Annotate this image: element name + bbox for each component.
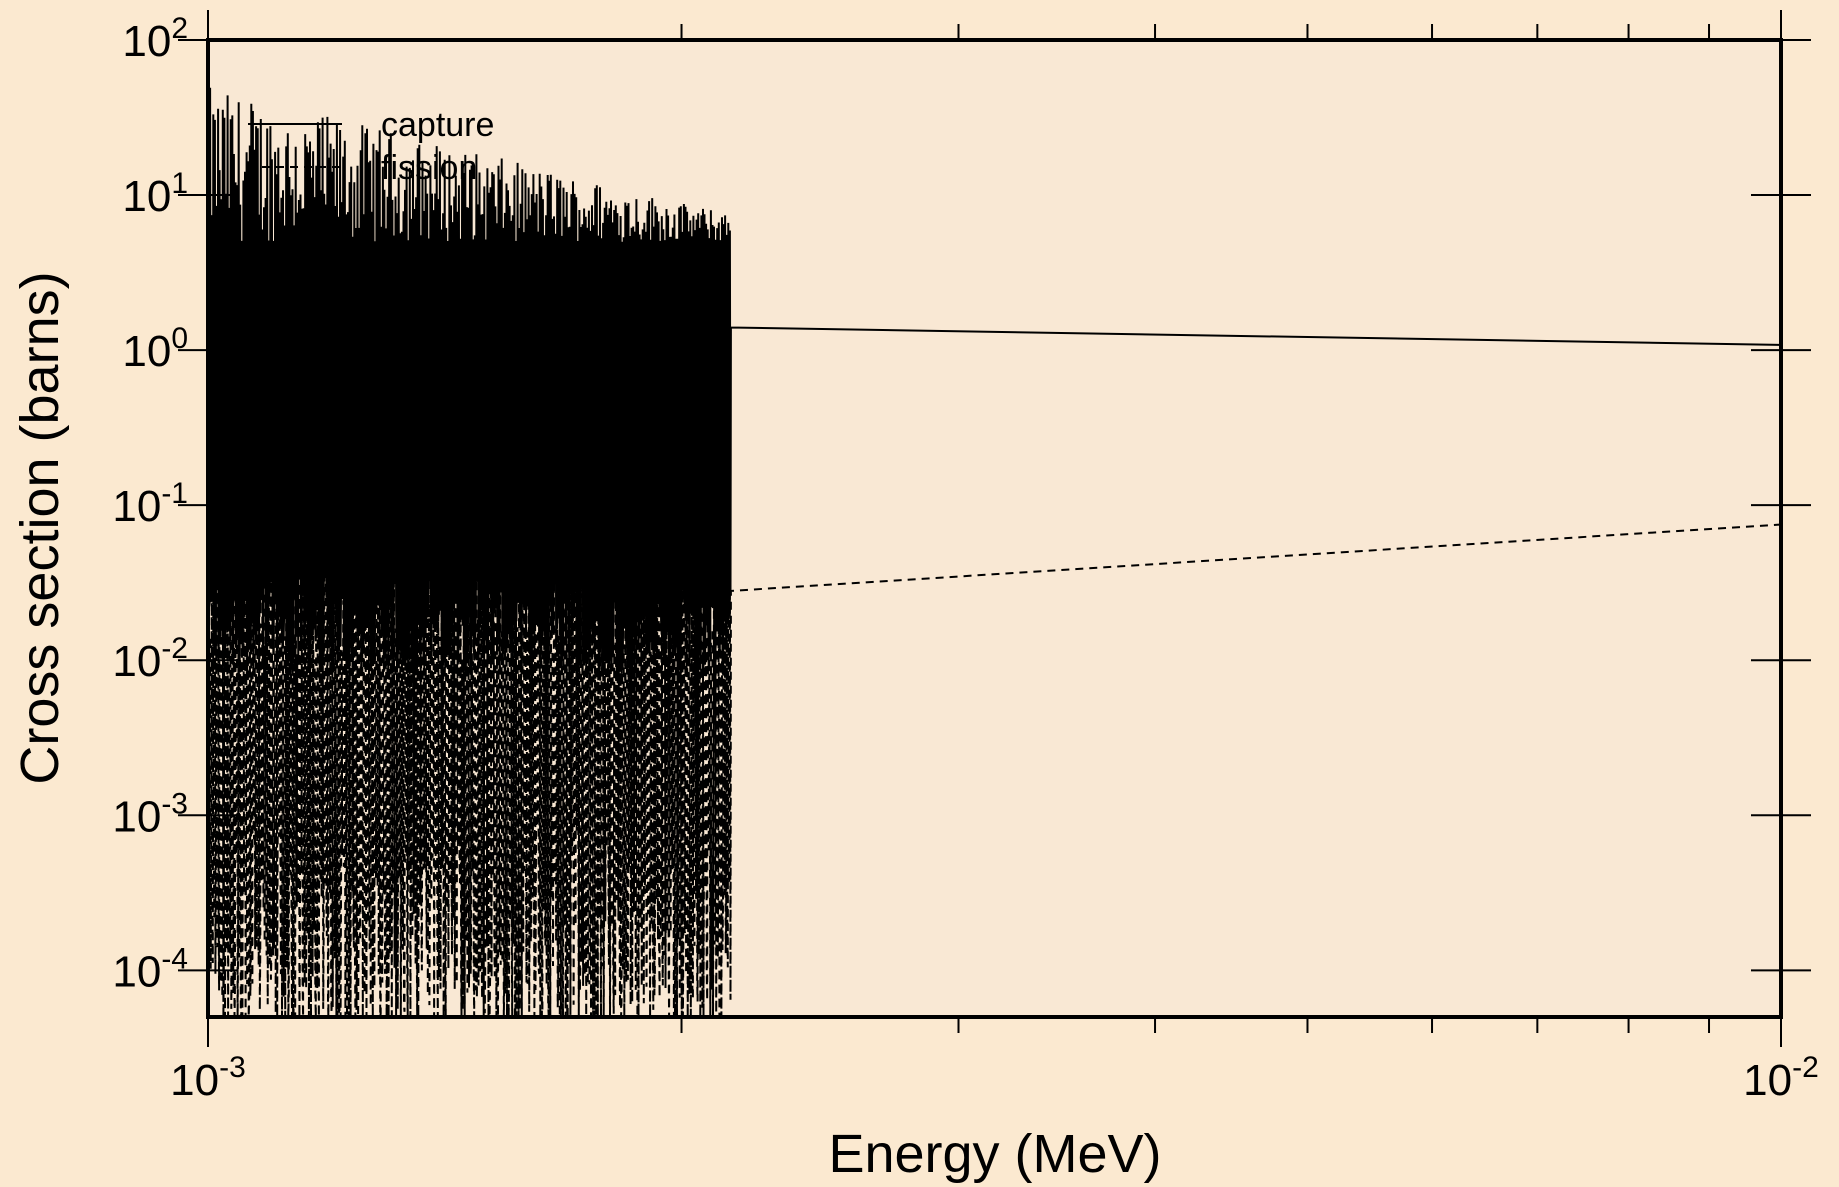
- y-tick-label: 102: [122, 12, 188, 66]
- x-axis-title: Energy (MeV): [828, 1124, 1161, 1184]
- y-tick-label: 10-2: [112, 632, 188, 686]
- tick-labels-layer: 102 101 100 10-1 10-2 10-3 10-4 10-3 10-2: [112, 12, 1818, 1105]
- y-tick-label: 100: [122, 322, 188, 376]
- legend-label-capture: capture: [381, 106, 494, 144]
- legend-label-fission: fission: [381, 149, 477, 187]
- x-tick-label: 10-3: [170, 1051, 246, 1105]
- series-layer: [207, 87, 1782, 1018]
- y-tick-label: 10-1: [112, 477, 188, 531]
- y-tick-label: 10-3: [112, 787, 188, 841]
- y-tick-label: 10-4: [112, 942, 188, 996]
- legend: capture fission: [248, 106, 494, 187]
- series-line-fission: [207, 374, 1782, 1018]
- y-axis-title: Cross section (barns): [10, 271, 70, 784]
- x-tick-label: 10-2: [1743, 1051, 1819, 1105]
- plot-frame: [206, 38, 1783, 1019]
- ticks-layer: [178, 10, 1811, 1047]
- y-tick-label: 101: [122, 167, 188, 221]
